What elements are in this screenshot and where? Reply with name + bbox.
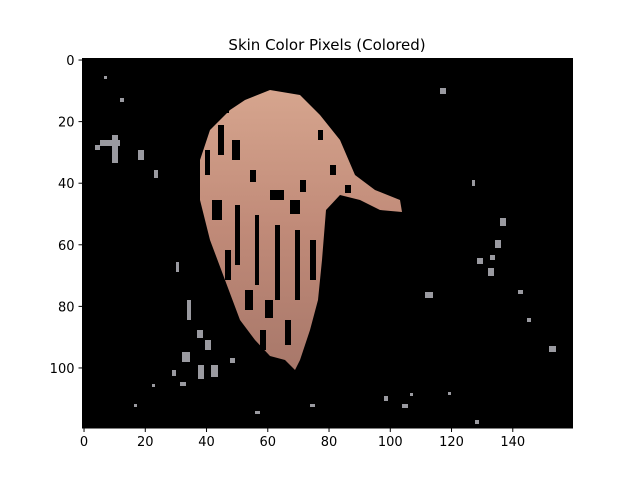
x-tick-label: 140 — [500, 435, 525, 450]
x-tick-label: 100 — [378, 435, 403, 450]
chart-title: Skin Color Pixels (Colored) — [228, 36, 425, 54]
image-area — [82, 58, 573, 428]
x-tick-label: 0 — [80, 435, 88, 450]
x-tick-label: 80 — [321, 435, 338, 450]
x-tick-label: 120 — [439, 435, 464, 450]
hand-pixels — [200, 90, 402, 370]
x-tick-label: 20 — [137, 435, 154, 450]
y-tick-label: 40 — [58, 177, 75, 192]
axes-frame — [82, 58, 573, 429]
y-tick-label: 60 — [58, 239, 75, 254]
x-tick-label: 40 — [198, 435, 215, 450]
x-tick-label: 60 — [260, 435, 277, 450]
y-tick-label: 100 — [50, 362, 75, 377]
y-tick-label: 20 — [58, 116, 75, 131]
y-tick-label: 0 — [66, 54, 74, 69]
y-tick-label: 80 — [58, 300, 75, 315]
noise-pixels — [95, 76, 556, 424]
